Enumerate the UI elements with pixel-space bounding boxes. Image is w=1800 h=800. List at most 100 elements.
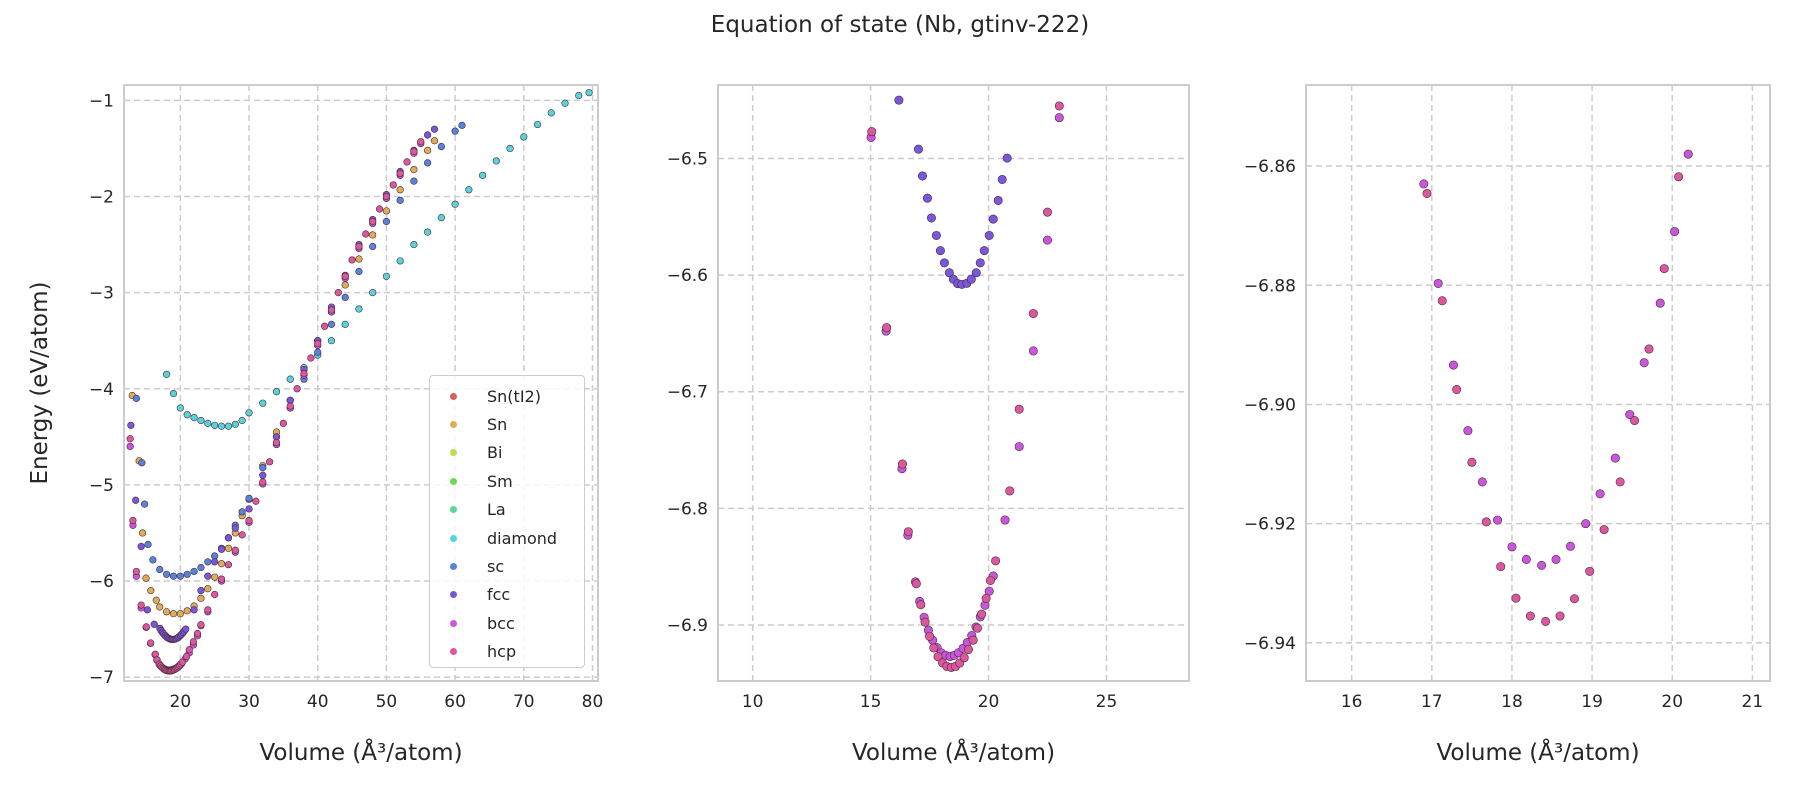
data-point-sc [138,459,146,467]
data-point-sn [183,607,191,615]
data-point-bcc [1595,489,1605,499]
data-point-fcc [894,95,904,105]
data-point-hcp [320,322,329,330]
data-point-fcc [931,230,941,240]
legend-marker-icon [450,506,457,514]
data-point-sc [259,463,267,472]
data-point-hcp [348,256,356,264]
data-point-fcc [935,246,945,256]
data-point-hcp [1422,188,1432,198]
data-point-hcp [126,435,134,443]
legend-item: sc [430,552,584,580]
legend-item: Bi [430,439,584,467]
data-point-fcc [944,268,954,278]
data-point-hcp [142,623,150,631]
legend-marker-icon [450,449,457,457]
data-point-sc [238,508,246,516]
data-point-bcc [1463,426,1473,436]
data-point-bcc [1537,560,1547,570]
data-point-diamond [585,89,593,97]
data-point-bcc [1054,113,1064,123]
x-tick-label: 20 [170,692,192,712]
data-point-hcp [929,643,939,653]
data-point-hcp [1585,566,1595,576]
data-point-bcc [1625,410,1635,420]
legend-label: Sm [487,471,513,491]
data-point-sc [144,540,152,549]
legend-item: diamond [430,524,584,552]
legend-item: fcc [430,581,584,609]
data-point-bcc [1419,179,1429,189]
data-point-hcp [396,169,404,178]
data-point-sc [183,570,191,578]
x-tick-label: 18 [1501,692,1523,712]
data-point-hcp [204,606,212,614]
data-point-hcp [286,402,294,410]
data-point-fcc [430,125,439,133]
data-point-hcp [1569,594,1579,604]
data-point-hcp [341,272,349,280]
x-tick-label: 50 [376,692,398,712]
data-point-fcc [926,213,936,223]
y-tick-label: −1 [89,91,114,111]
legend: Sn(tI2) Sn Bi Sm La diamond sc fcc bcc hcp [429,375,585,668]
data-point-hcp [1555,611,1565,621]
data-point-diamond [162,370,171,378]
data-point-sn [211,573,219,581]
data-point-hcp [137,601,145,609]
data-point-hcp [1659,264,1669,274]
data-point-hcp [1481,517,1491,527]
data-point-diamond [424,228,432,236]
data-point-hcp [1630,416,1640,426]
data-point-hcp [1674,172,1684,182]
legend-item: La [430,496,584,524]
y-tick-label: −4 [89,380,114,400]
data-point-sc [327,320,336,328]
data-point-diamond [286,375,294,383]
data-point-hcp [132,567,140,576]
legend-marker-icon [450,477,457,485]
data-point-diamond [176,404,184,412]
data-point-sc [141,500,149,508]
data-point-hcp [1054,101,1064,111]
data-point-fcc [997,174,1007,184]
data-point-bcc [1670,227,1680,237]
data-point-diamond [451,200,459,208]
data-point-hcp [327,306,336,314]
data-point-bcc [1493,515,1503,525]
legend-label: fcc [487,585,511,605]
data-point-fcc [984,230,994,240]
data-point-bcc [1448,360,1458,370]
data-point-bcc [1507,542,1517,552]
data-point-sc [382,217,391,226]
data-point-sc [355,267,363,276]
data-point-hcp [300,369,308,377]
y-tick-label: −6.7 [667,383,708,403]
data-point-bcc [1683,149,1693,159]
data-point-sn [217,560,226,568]
legend-label: bcc [487,613,515,633]
data-point-sn [355,255,363,263]
data-point-bcc [1581,519,1591,529]
data-point-sn [430,137,439,145]
data-point-sc [176,572,184,580]
x-tick-label: 80 [582,692,604,712]
data-point-hcp [189,638,197,646]
legend-label: La [487,500,506,520]
data-point-hcp [245,516,253,525]
data-point-hcp [307,354,315,362]
data-point-hcp [369,217,377,226]
data-point-hcp [1437,296,1447,306]
data-point-fcc [211,558,219,566]
data-point-fcc [939,258,949,268]
data-point-hcp [403,158,411,166]
data-point-sc [451,127,459,135]
data-point-sn [204,585,212,593]
data-point-hcp [903,527,913,537]
data-point-sc [197,563,205,572]
y-tick-label: −6 [89,572,114,592]
data-point-bcc [1655,298,1665,308]
